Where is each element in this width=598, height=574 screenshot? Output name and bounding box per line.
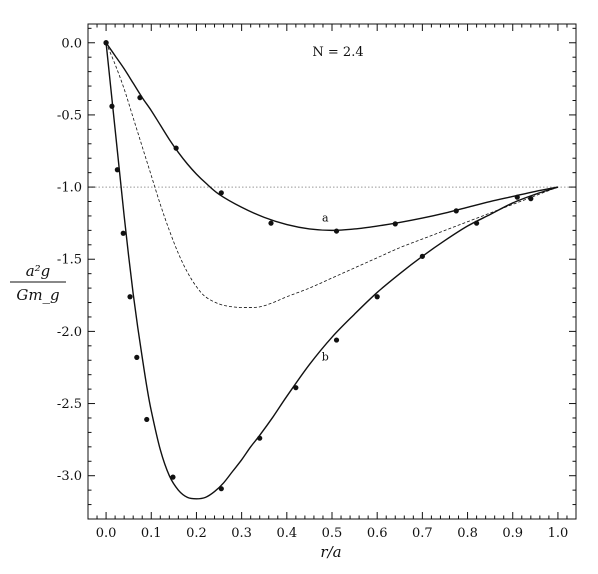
series-b-point bbox=[333, 337, 340, 343]
series-b-point bbox=[473, 220, 480, 226]
dashed-curve bbox=[105, 42, 559, 308]
x-tick-label: 0.4 bbox=[276, 526, 297, 541]
series-a-point bbox=[453, 208, 459, 214]
x-tick-label: 0.8 bbox=[457, 526, 478, 541]
series-b-point bbox=[170, 474, 176, 480]
marker-layer bbox=[103, 40, 534, 492]
plot-border bbox=[87, 23, 577, 520]
series-b-point bbox=[134, 354, 140, 360]
series-b-point bbox=[109, 103, 115, 109]
y-axis-label: a²g Gm_g bbox=[10, 262, 66, 304]
annotation-n-value: N = 2.4 bbox=[312, 45, 363, 60]
series-b-point bbox=[419, 253, 425, 259]
series-a-point bbox=[514, 194, 520, 200]
series-b-point bbox=[127, 294, 133, 300]
series-b-point bbox=[528, 196, 534, 202]
y-tick-label: -1.5 bbox=[57, 253, 82, 268]
y-tick-label: 0.0 bbox=[61, 36, 82, 51]
series-b-point bbox=[114, 167, 120, 173]
series-a-point bbox=[392, 221, 398, 227]
series-a-point bbox=[333, 228, 340, 234]
series-a-curve bbox=[105, 42, 559, 232]
y-tick-label: -1.0 bbox=[57, 181, 82, 196]
series-b-point bbox=[103, 40, 109, 46]
series-b-point bbox=[120, 230, 126, 236]
series-b-point bbox=[293, 385, 299, 391]
series-b-point bbox=[144, 416, 150, 423]
plot-frame bbox=[87, 23, 577, 520]
x-axis-label: r/a bbox=[320, 543, 341, 561]
series-b-point bbox=[257, 435, 263, 441]
y-tick-label: -3.0 bbox=[57, 469, 82, 484]
y-axis-label-numerator: a²g bbox=[26, 262, 51, 280]
y-axis-label-denominator: Gm_g bbox=[16, 286, 59, 304]
x-tick-label: 0.6 bbox=[367, 526, 388, 541]
series-b-point bbox=[218, 486, 224, 492]
x-tick-label: 0.1 bbox=[141, 526, 162, 541]
x-tick-label: 0.2 bbox=[186, 526, 207, 541]
x-tick-label: 0.5 bbox=[322, 526, 343, 541]
curve-layer bbox=[105, 42, 559, 500]
x-tick-label: 0.9 bbox=[502, 526, 523, 541]
series-a-point bbox=[137, 95, 143, 101]
y-tick-label: -2.0 bbox=[57, 325, 82, 340]
series-b-curve bbox=[105, 42, 559, 500]
x-tick-label: 1.0 bbox=[548, 526, 569, 541]
series-a-label: a bbox=[322, 212, 329, 225]
y-tick-label: -2.5 bbox=[57, 397, 82, 412]
series-a-point bbox=[173, 145, 179, 151]
tick-layer: 0.0 0.1 0.2 0.3 0.4 0.5 0.6 0.7 0.8 0.9 1.0 0.0 -0.5… bbox=[57, 24, 577, 541]
series-a-point bbox=[218, 190, 224, 196]
x-tick-label: 0.3 bbox=[231, 526, 252, 541]
series-b-point bbox=[374, 294, 380, 300]
y-tick-label: -0.5 bbox=[57, 108, 82, 123]
series-a-point bbox=[268, 220, 274, 226]
x-tick-label: 0.7 bbox=[412, 526, 433, 541]
series-b-label: b bbox=[322, 350, 329, 363]
x-tick-label: 0.0 bbox=[96, 526, 117, 541]
